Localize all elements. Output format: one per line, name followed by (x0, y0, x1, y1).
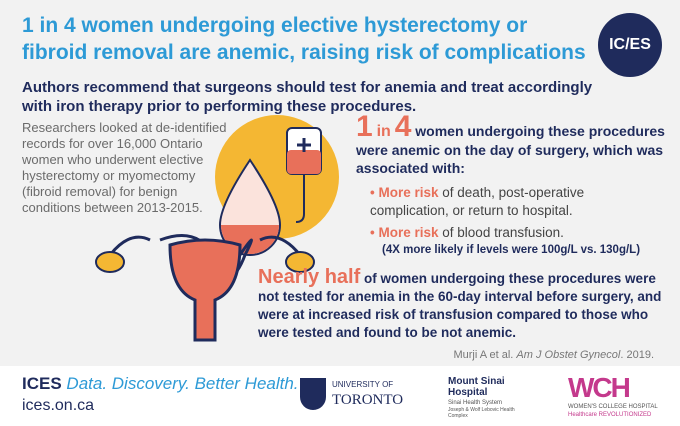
title: 1 in 4 women undergoing elective hystere… (22, 14, 586, 64)
uterus-tube-right (259, 235, 302, 256)
tube (295, 174, 305, 223)
bullet-text: of blood transfusion. (442, 225, 564, 240)
logo: IC/ES (598, 13, 662, 77)
brand: ICES (22, 374, 62, 393)
partner-name: Sinai Health System (448, 400, 503, 406)
citation: Murji A et al. Am J Obstet Gynecol. 2019… (453, 349, 654, 361)
partner-top: Mount Sinai Hospital (448, 376, 505, 398)
finding-text: of women undergoing these procedures wer… (258, 271, 662, 340)
partner-name: WOMEN'S COLLEGE HOSPITAL (568, 404, 658, 410)
uoft-crest (300, 378, 326, 410)
finding-2: Nearly half of women undergoing these pr… (258, 266, 668, 342)
note: (4X more likely if levels were 100g/L vs… (382, 244, 641, 256)
highlight: 1 (356, 110, 373, 143)
bullet-highlight: More risk (378, 185, 439, 200)
url[interactable]: ices.on.ca (22, 397, 95, 414)
uterus-tube-left (108, 235, 151, 256)
highlight: in (376, 123, 391, 140)
partner-sub: Healthcare REVOLUTIONIZED (568, 412, 652, 418)
tagline: Data. Discovery. Better Health. (66, 374, 299, 393)
bullet-text: of death, post-operative complication, o… (370, 185, 585, 218)
authors: Murji A et al. (453, 349, 514, 361)
partner-sub: Joseph & Wolf Lebovic Health Complex (448, 407, 515, 419)
blood-fill (287, 150, 321, 174)
year: . 2019. (620, 349, 654, 361)
partner-top: WCH (568, 372, 631, 403)
uterus (168, 238, 242, 342)
journal: Am J Obstet Gynecol (516, 349, 621, 361)
ovary (95, 251, 125, 273)
intro: Researchers looked at de-identified reco… (22, 120, 227, 215)
highlight: 4 (394, 110, 412, 143)
finding-1: 1 in 4 women undergoing these procedures… (356, 112, 666, 177)
ovary (285, 251, 315, 273)
brand-line: ICES Data. Discovery. Better Health. (22, 374, 299, 394)
plus (297, 138, 311, 152)
bullet: • More risk of death, post-operative com… (370, 185, 585, 218)
finding-text: women undergoing these procedures were a… (356, 123, 665, 176)
bullet-highlight: More risk (378, 225, 439, 240)
partner-name: TORONTO (332, 392, 404, 408)
bullet: • More risk of blood transfusion. (370, 225, 564, 240)
subtitle: Authors recommend that surgeons should t… (22, 79, 593, 115)
highlight: Nearly half (258, 266, 361, 288)
partner-top: UNIVERSITY OF (332, 380, 394, 389)
footer: ICES Data. Discovery. Better Health. ice… (0, 366, 680, 426)
